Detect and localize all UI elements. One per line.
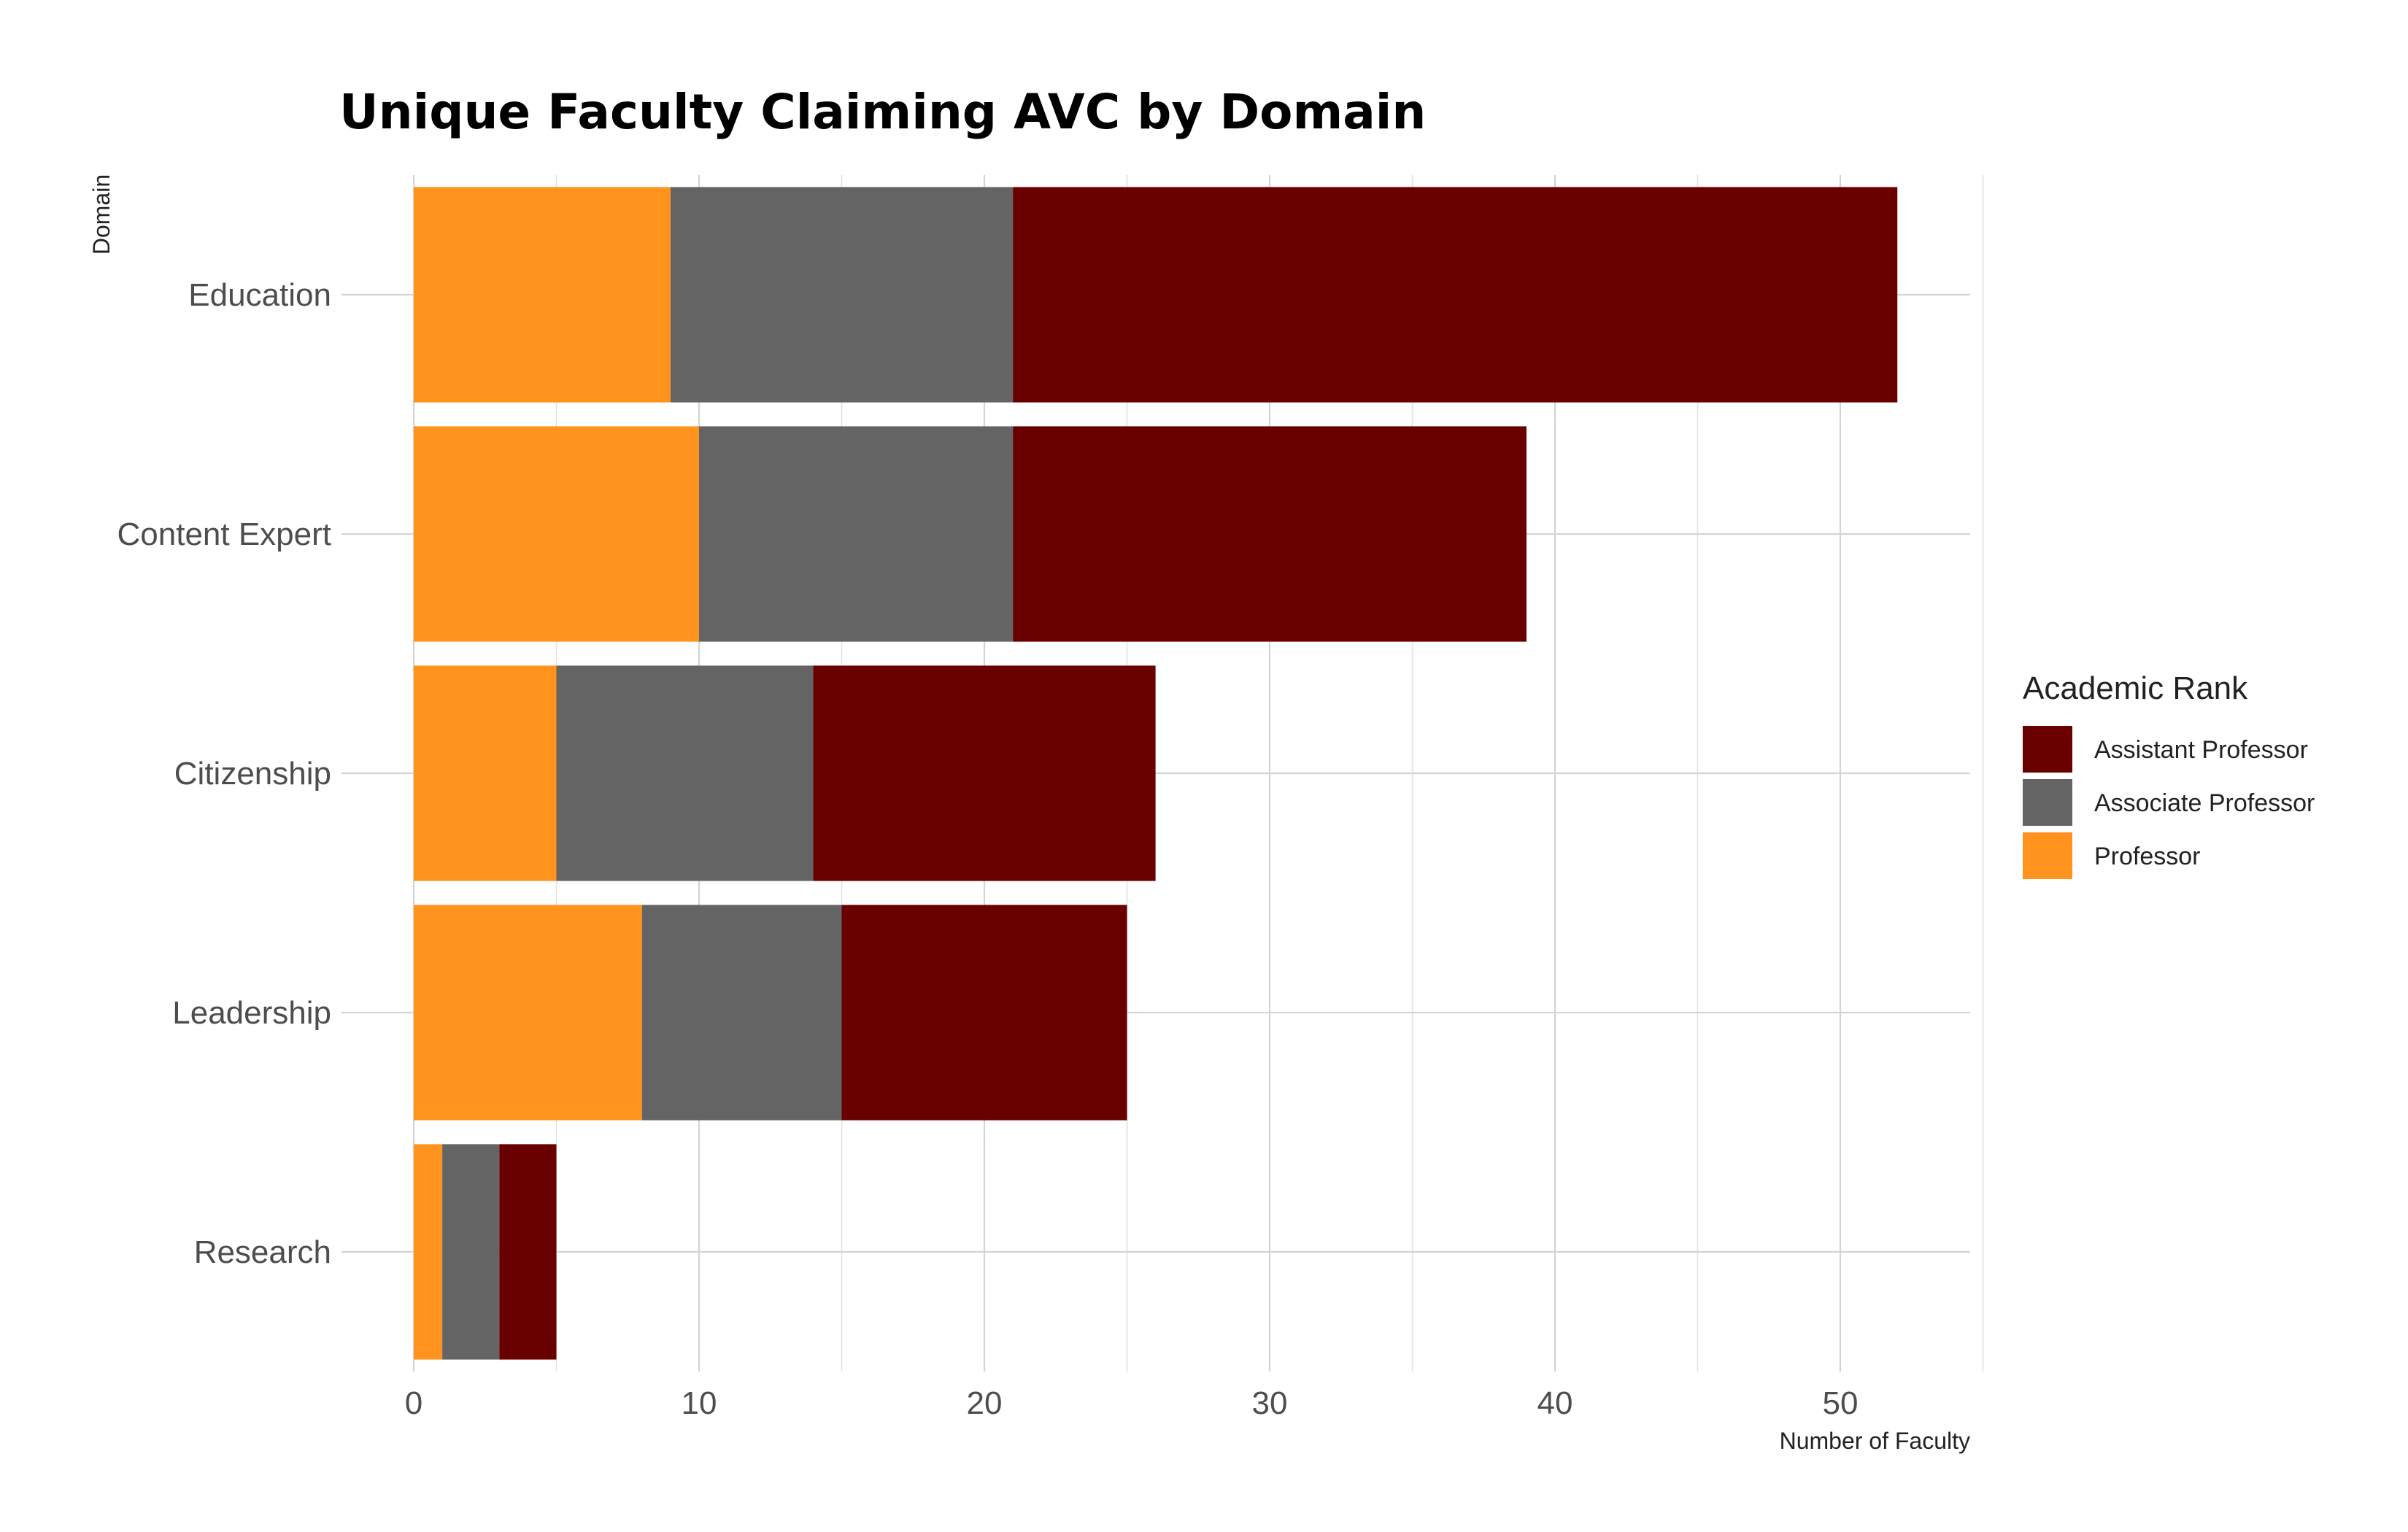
bar-segment	[414, 1144, 443, 1360]
legend: Academic Rank Assistant Professor Associa…	[2023, 670, 2315, 879]
y-axis-title: Domain	[88, 174, 115, 255]
bar-segment	[414, 187, 671, 403]
bar-segment	[670, 187, 1014, 403]
bar-segment	[414, 905, 642, 1121]
category-label: Leadership	[172, 995, 331, 1031]
bar-segment	[414, 426, 699, 642]
x-axis-title: Number of Faculty	[1780, 1428, 1970, 1454]
legend-swatch	[2023, 832, 2072, 879]
legend-swatch	[2023, 779, 2072, 826]
category-label: Content Expert	[117, 517, 332, 552]
bar-segment	[442, 1144, 500, 1360]
bar-segment	[556, 665, 814, 881]
bar-segment	[499, 1144, 557, 1360]
category-label: Citizenship	[174, 756, 331, 792]
x-tick-label: 40	[1537, 1385, 1573, 1421]
category-label: Education	[188, 277, 331, 313]
x-tick-label: 50	[1823, 1385, 1859, 1421]
x-tick-label: 30	[1252, 1385, 1288, 1421]
bar-segment	[841, 905, 1127, 1121]
bar-segment	[414, 665, 557, 881]
bars	[414, 187, 1898, 1360]
x-tick-label: 10	[682, 1385, 717, 1421]
axis-labels: Education Content Expert Citizenship Leader…	[117, 277, 1859, 1421]
bar-segment	[813, 665, 1156, 881]
chart-title: Unique Faculty Claiming AVC by Domain	[339, 84, 1426, 140]
legend-label: Associate Professor	[2094, 789, 2315, 817]
legend-label: Professor	[2094, 843, 2201, 870]
legend-label: Assistant Professor	[2094, 736, 2308, 764]
legend-title: Academic Rank	[2023, 670, 2248, 706]
bar-segment	[1013, 426, 1527, 642]
bar-segment	[641, 905, 842, 1121]
x-tick-label: 20	[967, 1385, 1003, 1421]
x-tick-label: 0	[405, 1385, 422, 1421]
category-label: Research	[194, 1234, 331, 1270]
legend-swatch	[2023, 726, 2072, 773]
bar-segment	[1013, 187, 1898, 403]
bar-segment	[699, 426, 1014, 642]
